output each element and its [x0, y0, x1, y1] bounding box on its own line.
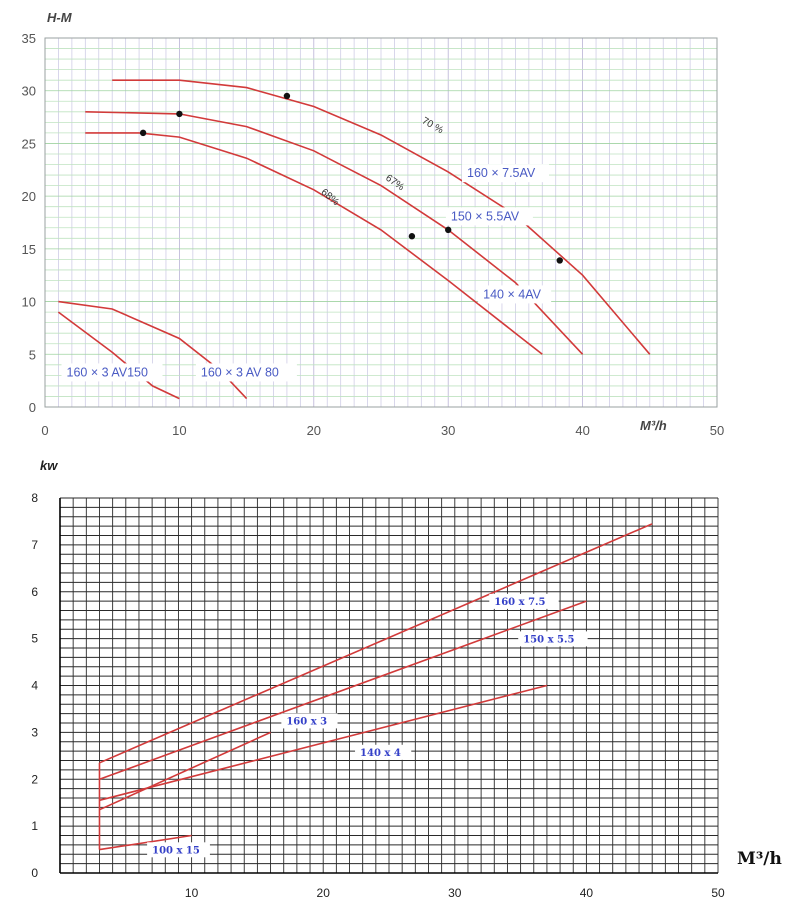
series-label-160-x-7-5: 160 x 7.5 — [494, 597, 545, 608]
y-tick-label: 30 — [22, 84, 36, 99]
curve-marker — [556, 257, 563, 264]
head-flow-axis-title: M³/h — [640, 418, 667, 433]
power-chart-lines — [99, 523, 653, 851]
y-tick-label: 15 — [22, 242, 36, 257]
head-chart-frame — [44, 37, 718, 408]
power-flow-axis-title: M³/h — [737, 849, 782, 869]
curve-marker — [445, 226, 452, 234]
x-tick-label: 20 — [307, 423, 321, 438]
head-chart-grid — [44, 37, 718, 408]
power-chart-axes — [59, 498, 718, 874]
head-chart-markers — [139, 92, 563, 264]
series-label-150-x-5-5: 150 x 5.5 — [523, 634, 574, 645]
label-background — [462, 164, 550, 183]
series-label-150-5-5av: 150 × 5.5AV — [451, 209, 520, 223]
x-tick-label: 40 — [575, 423, 589, 438]
series-label-160-x-3: 160 x 3 — [286, 716, 327, 727]
y-tick-label: 6 — [31, 585, 38, 599]
series-label-160-7-5av: 160 × 7.5AV — [467, 166, 536, 180]
label-background — [147, 842, 210, 858]
x-tick-label: 50 — [711, 886, 725, 900]
x-tick-label: 30 — [441, 423, 455, 438]
series-label-140-4av: 140 × 4AV — [483, 287, 541, 301]
power-chart-grid — [59, 497, 719, 874]
series-label-160-3-av150: 160 × 3 AV150 — [67, 365, 148, 379]
y-tick-label: 35 — [22, 31, 36, 46]
y-tick-label: 7 — [31, 538, 38, 552]
label-background — [478, 285, 552, 304]
y-tick-label: 20 — [22, 189, 36, 204]
y-tick-label: 3 — [31, 725, 38, 739]
line-160-x-3 — [99, 731, 271, 811]
y-tick-label: 0 — [31, 866, 38, 880]
y-tick-label: 5 — [31, 632, 38, 646]
curve-marker — [176, 110, 183, 118]
line-150-x-5-5 — [99, 600, 587, 781]
head-chart-ticks: 0 10 20 30 40 50 0 5 10 15 20 25 30 35 — [22, 31, 725, 438]
curve-marker — [408, 233, 416, 240]
curve-160-7-5av — [112, 79, 651, 355]
series-label-160-3-av-80: 160 × 3 AV 80 — [201, 365, 279, 379]
label-background — [518, 631, 588, 647]
x-tick-label: 0 — [41, 423, 48, 438]
series-label-100-x-15: 100 x 15 — [152, 845, 200, 856]
series-label-140-x-4: 140 x 4 — [360, 748, 401, 759]
curve-140-4av — [85, 132, 543, 355]
label-background — [355, 744, 412, 760]
line-140-x-4 — [99, 684, 548, 802]
x-tick-label: 50 — [710, 423, 724, 438]
curve-marker — [139, 129, 147, 137]
x-tick-label: 30 — [448, 886, 462, 900]
head-flow-chart: 0 10 20 30 40 50 0 5 10 15 20 25 30 35 160 × 7.5AV 150… — [22, 10, 725, 438]
line-160-x-7-5 — [99, 523, 653, 764]
curve-150-5-5av — [85, 111, 584, 355]
head-chart-labels: 160 × 7.5AV 150 × 5.5AV 140 × 4AV 160 × 3 A… — [61, 115, 552, 382]
y-tick-label: 1 — [31, 819, 38, 833]
y-tick-label: 4 — [31, 679, 38, 693]
x-tick-label: 20 — [317, 886, 331, 900]
x-tick-label: 10 — [185, 886, 199, 900]
label-background — [445, 207, 533, 226]
head-axis-title: H-M — [47, 10, 73, 25]
curve-marker — [283, 92, 291, 100]
power-axis-title: kw — [40, 458, 58, 473]
label-background — [61, 363, 163, 382]
line-100-x-15 — [99, 834, 192, 851]
y-tick-label: 2 — [31, 772, 38, 786]
y-tick-label: 8 — [31, 491, 38, 505]
x-tick-label: 40 — [580, 886, 594, 900]
power-chart-labels: 160 x 7.5 150 x 5.5 160 x 3 140 x 4 100 x 15 — [147, 593, 588, 858]
power-chart-ticks: 10 20 30 40 50 0 1 2 3 4 5 6 7 8 — [31, 491, 725, 900]
y-tick-label: 10 — [22, 295, 36, 310]
efficiency-label: 68% — [319, 187, 341, 208]
y-tick-label: 25 — [22, 136, 36, 151]
y-tick-label: 0 — [29, 400, 36, 415]
label-background — [281, 713, 338, 729]
y-tick-label: 5 — [29, 347, 36, 362]
x-tick-label: 10 — [172, 423, 186, 438]
label-background — [489, 593, 559, 609]
label-background — [195, 363, 297, 382]
